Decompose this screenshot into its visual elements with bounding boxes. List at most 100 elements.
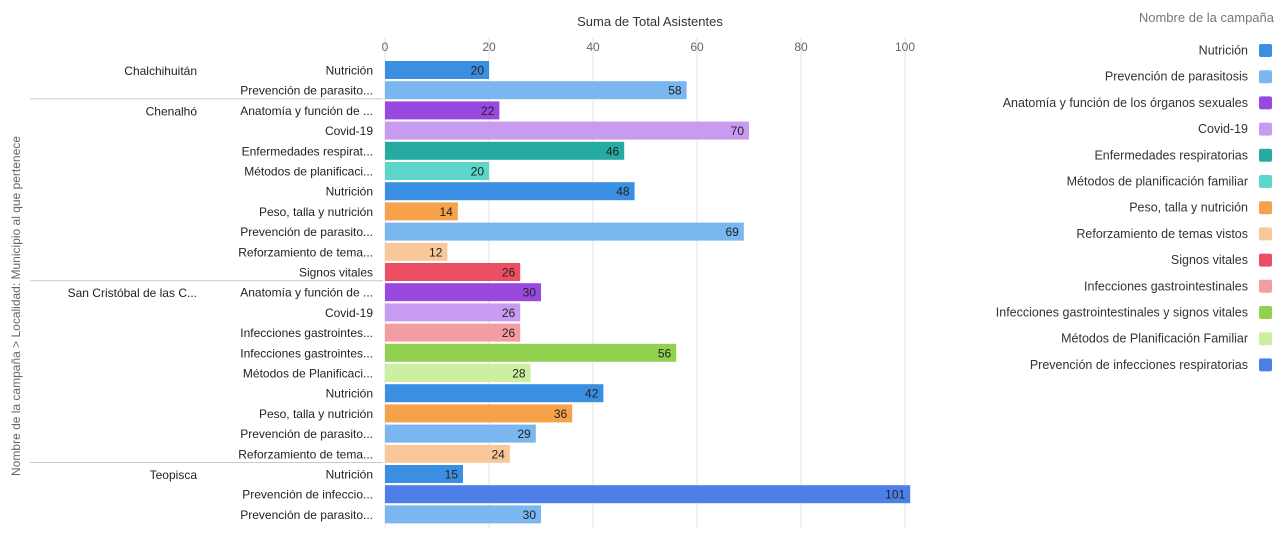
category-label: Anatomía y función de ...	[240, 104, 373, 118]
bar-value-label: 56	[658, 346, 672, 360]
legend-label: Anatomía y función de los órganos sexual…	[1003, 96, 1248, 110]
bar	[385, 263, 521, 281]
bar	[385, 485, 911, 504]
x-tick-label: 60	[690, 40, 704, 54]
category-label: Peso, talla y nutrición	[259, 407, 373, 421]
category-label: Prevención de parasito...	[240, 84, 373, 98]
bar	[385, 343, 677, 362]
x-tick-label: 40	[586, 40, 600, 54]
legend-label: Infecciones gastrointestinales y signos …	[996, 306, 1248, 320]
bar	[385, 424, 536, 443]
bar-value-label: 29	[517, 427, 531, 441]
bar-value-label: 70	[731, 124, 745, 138]
bar	[385, 465, 463, 483]
group-label: Teopisca	[150, 468, 198, 482]
legend-swatch	[1259, 201, 1272, 215]
bar	[385, 444, 510, 463]
category-label: Prevención de infeccio...	[242, 488, 373, 502]
bar-value-label: 58	[668, 84, 682, 98]
bar-value-label: 20	[471, 165, 485, 179]
bar	[385, 384, 604, 403]
bar-value-label: 22	[481, 104, 495, 118]
bar	[385, 101, 500, 120]
legend-label: Prevención de infecciones respiratorias	[1030, 358, 1248, 372]
legend-swatch	[1259, 148, 1272, 162]
category-label: Peso, talla y nutrición	[259, 205, 373, 219]
bar-value-label: 48	[616, 185, 630, 199]
legend-label: Covid-19	[1198, 122, 1248, 136]
legend-label: Signos vitales	[1171, 253, 1248, 267]
bar-value-label: 30	[523, 508, 537, 522]
category-label: Signos vitales	[299, 266, 373, 280]
category-label: Nutrición	[326, 64, 373, 78]
legend-label: Enfermedades respiratorias	[1094, 148, 1248, 162]
bar	[385, 141, 625, 160]
category-label: Métodos de Planificaci...	[243, 367, 373, 381]
bar-value-label: 14	[439, 205, 453, 219]
category-label: Reforzamiento de tema...	[238, 447, 373, 461]
bar-value-label: 42	[585, 387, 599, 401]
bar	[385, 323, 521, 342]
legend-swatch	[1259, 122, 1272, 136]
legend-label: Nutrición	[1199, 44, 1248, 58]
legend-swatch	[1259, 253, 1272, 267]
category-label: Nutrición	[326, 468, 373, 482]
category-label: Infecciones gastrointes...	[240, 326, 373, 340]
legend-swatch	[1259, 70, 1272, 84]
bar-value-label: 101	[885, 488, 905, 502]
legend-swatch	[1259, 306, 1272, 319]
legend-swatch	[1259, 44, 1272, 57]
bar	[385, 81, 687, 100]
legend-swatch	[1259, 175, 1272, 188]
x-tick-label: 0	[382, 40, 389, 54]
legend-label: Prevención de parasitosis	[1105, 70, 1248, 84]
group-label: San Cristóbal de las C...	[68, 286, 197, 300]
category-label: Nutrición	[326, 185, 373, 199]
bar-value-label: 15	[445, 468, 459, 482]
category-label: Anatomía y función de ...	[240, 286, 373, 300]
category-label: Nutrición	[326, 387, 373, 401]
bar-value-label: 46	[606, 144, 620, 158]
chart-title: Suma de Total Asistentes	[577, 14, 723, 29]
legend-label: Métodos de planificación familiar	[1067, 175, 1248, 189]
legend-swatch	[1259, 332, 1272, 346]
bar	[385, 404, 573, 423]
legend-swatch	[1259, 227, 1272, 241]
category-label: Enfermedades respirat...	[242, 144, 373, 158]
category-label: Reforzamiento de tema...	[238, 245, 373, 259]
group-label: Chenalhó	[146, 104, 198, 118]
category-label: Prevención de parasito...	[240, 508, 373, 522]
bar	[385, 182, 635, 201]
legend-label: Métodos de Planificación Familiar	[1061, 332, 1248, 346]
legend-swatch	[1259, 96, 1272, 110]
bar-value-label: 28	[512, 367, 526, 381]
category-label: Covid-19	[325, 124, 373, 138]
bar	[385, 364, 531, 382]
legend-title: Nombre de la campaña	[1139, 10, 1275, 25]
bar-value-label: 26	[502, 266, 516, 280]
category-label: Prevención de parasito...	[240, 427, 373, 441]
bar-value-label: 36	[554, 407, 568, 421]
bar-value-label: 26	[502, 306, 516, 320]
legend-label: Reforzamiento de temas vistos	[1076, 227, 1248, 241]
group-layer: Chalchihuitán Chenalhó San Cristóbal de la…	[30, 64, 383, 482]
bar-value-label: 69	[725, 225, 739, 239]
bar	[385, 303, 521, 322]
bar	[385, 61, 489, 79]
bar	[385, 202, 458, 221]
bar	[385, 222, 744, 241]
legend-label: Infecciones gastrointestinales	[1084, 279, 1248, 293]
category-label: Infecciones gastrointes...	[240, 346, 373, 360]
bar	[385, 162, 489, 180]
bar-value-label: 12	[429, 245, 443, 259]
category-label: Métodos de planificaci...	[244, 165, 373, 179]
y-axis-label: Nombre de la campaña > Localidad: Munici…	[9, 136, 23, 476]
x-axis-ticks: 0 20 40 60 80 100	[382, 40, 916, 54]
x-tick-label: 80	[794, 40, 808, 54]
bar	[385, 283, 541, 302]
legend-swatch	[1259, 358, 1272, 372]
bar-value-label: 30	[523, 286, 537, 300]
legend: Nutrición Prevención de parasitosis Anatom…	[996, 44, 1272, 372]
bar	[385, 121, 749, 140]
